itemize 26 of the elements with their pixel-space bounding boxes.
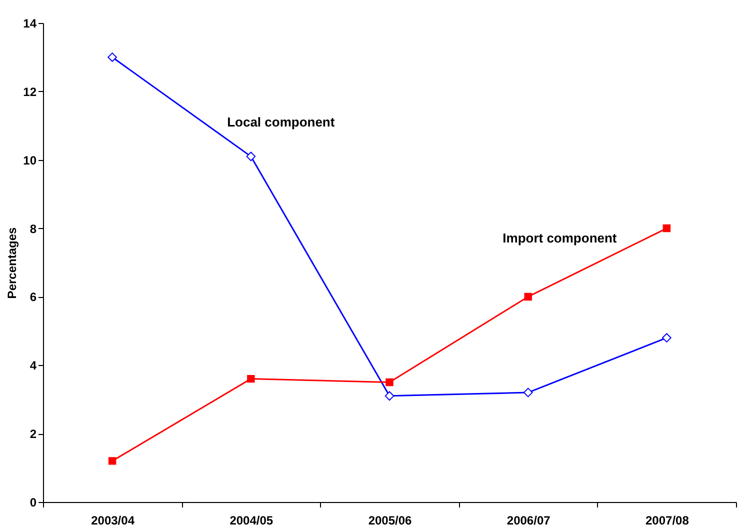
- y-axis-title: Percentages: [5, 226, 20, 299]
- y-tick-label: 12: [23, 84, 37, 99]
- y-tick-label: 8: [30, 222, 37, 236]
- point: [384, 391, 394, 401]
- y-tick-label: 6: [30, 290, 37, 304]
- x-tick-label: 2003/04: [91, 514, 135, 528]
- y-tick-label: 14: [23, 16, 37, 30]
- point: [662, 224, 671, 232]
- y-tick-label: 10: [23, 153, 37, 168]
- point: [246, 152, 256, 162]
- point: [662, 333, 672, 342]
- point: [108, 52, 117, 62]
- x-tick-label: 2005/06: [368, 514, 412, 528]
- x-tick-label: 2004/05: [230, 514, 274, 528]
- x-tick-label: 2007/08: [646, 514, 690, 528]
- point: [523, 388, 533, 398]
- y-tick-label: 0: [30, 496, 37, 510]
- point: [247, 374, 255, 383]
- x-tick-label: 2006/07: [506, 514, 551, 528]
- point: [524, 292, 532, 301]
- y-tick-label: 2: [30, 427, 37, 442]
- series-label: Local component: [227, 114, 336, 130]
- point: [108, 457, 116, 465]
- y-tick-label: 4: [30, 358, 37, 373]
- point: [386, 378, 394, 386]
- series-label: Import component: [502, 230, 618, 246]
